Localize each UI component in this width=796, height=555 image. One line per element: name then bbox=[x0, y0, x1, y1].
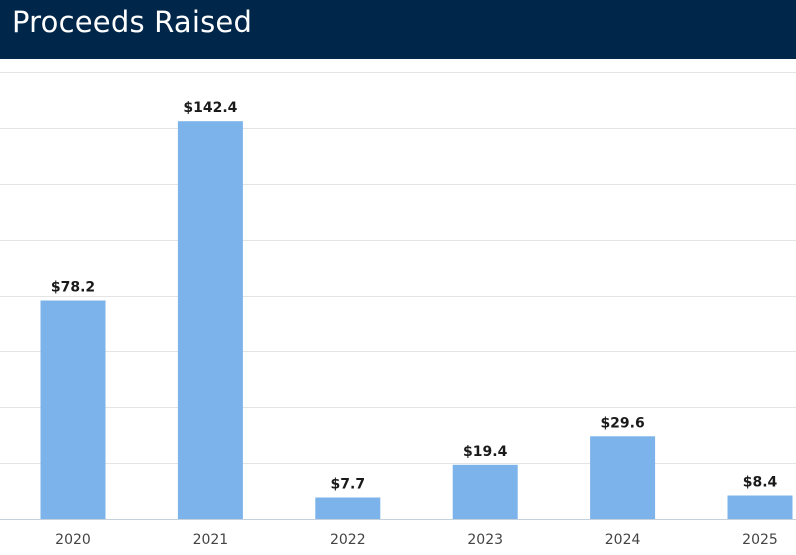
x-tick-label-2021: 2021 bbox=[193, 532, 229, 548]
x-axis-ticks: 2020 2021 2022 2023 2024 2025 bbox=[55, 532, 778, 548]
bar-2024[interactable] bbox=[590, 436, 656, 519]
gridlines bbox=[0, 72, 796, 520]
x-tick-label-2020: 2020 bbox=[55, 532, 91, 548]
chart-header: Proceeds Raised bbox=[0, 0, 796, 59]
x-tick-label-2023: 2023 bbox=[467, 532, 503, 548]
data-label-2023: $19.4 bbox=[463, 444, 508, 460]
data-label-2024: $29.6 bbox=[600, 415, 644, 431]
data-label-2025: $8.4 bbox=[743, 475, 778, 491]
data-label-2022: $7.7 bbox=[331, 477, 366, 493]
bar-2022[interactable] bbox=[315, 497, 381, 520]
x-tick-label-2025: 2025 bbox=[742, 532, 778, 548]
bar-2020[interactable] bbox=[40, 300, 106, 520]
data-label-2021: $142.4 bbox=[183, 100, 237, 116]
data-label-2020: $78.2 bbox=[51, 280, 95, 296]
bar-2025[interactable] bbox=[727, 495, 793, 520]
bar-2021[interactable] bbox=[177, 121, 243, 519]
x-tick-label-2024: 2024 bbox=[605, 532, 641, 548]
data-labels: $78.2 $142.4 $7.7 $19.4 $29.6 $8.4 bbox=[51, 100, 778, 492]
x-tick-label-2022: 2022 bbox=[330, 532, 366, 548]
bar-2023[interactable] bbox=[452, 464, 518, 519]
chart-title: Proceeds Raised bbox=[12, 5, 253, 39]
bars bbox=[40, 121, 793, 520]
